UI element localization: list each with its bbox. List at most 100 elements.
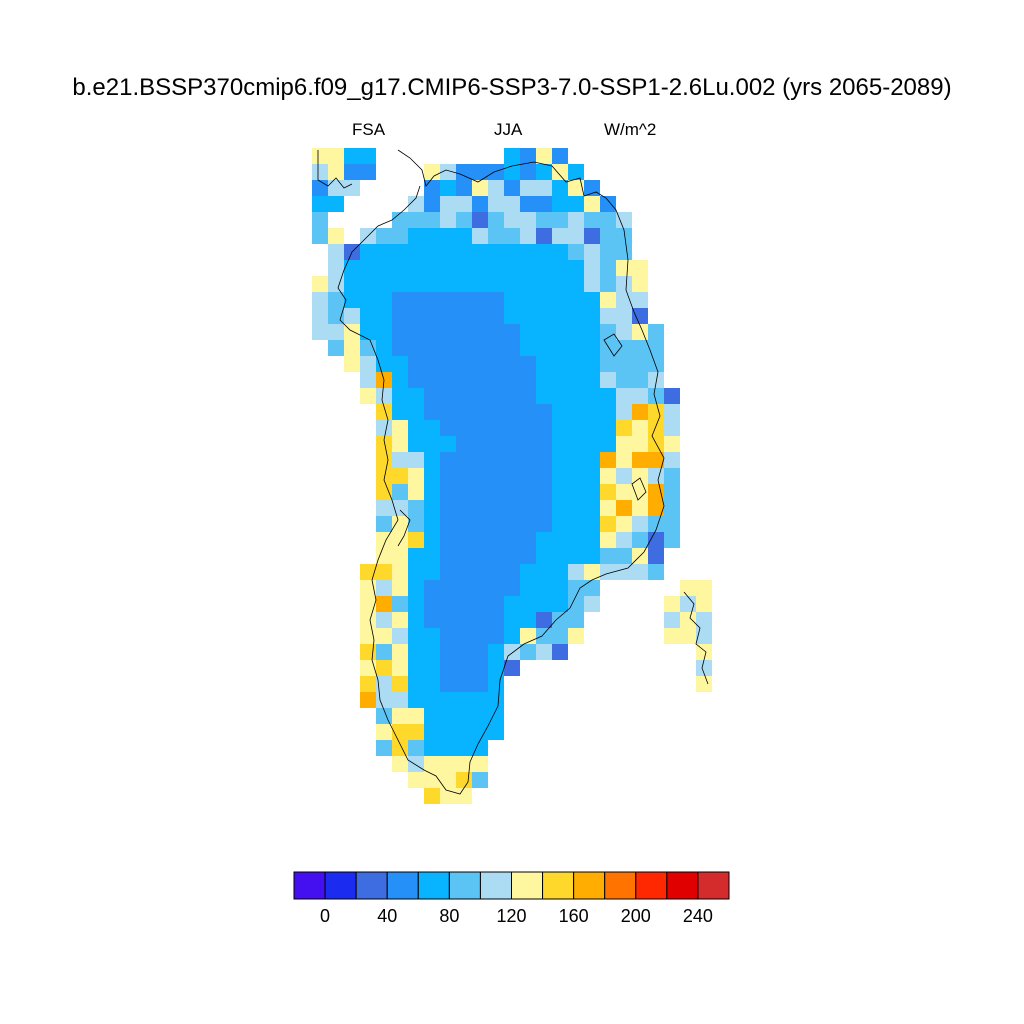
grid-cell	[472, 484, 488, 500]
grid-cell	[584, 196, 600, 212]
grid-cell	[328, 180, 344, 196]
grid-cell	[552, 308, 568, 324]
grid-cell	[312, 324, 328, 340]
grid-cell	[312, 228, 328, 244]
grid-cell	[488, 468, 504, 484]
grid-cell	[584, 596, 600, 612]
grid-cell	[536, 260, 552, 276]
grid-cell	[440, 676, 456, 692]
grid-cell	[360, 660, 376, 676]
grid-cell	[328, 244, 344, 260]
grid-cell	[632, 500, 648, 516]
grid-cell	[440, 388, 456, 404]
grid-cell	[392, 676, 408, 692]
grid-cell	[664, 420, 680, 436]
grid-cell	[472, 772, 488, 788]
grid-cell	[472, 180, 488, 196]
grid-cell	[456, 708, 472, 724]
grid-cell	[392, 404, 408, 420]
grid-cell	[344, 164, 360, 180]
grid-cell	[552, 628, 568, 644]
grid-cell	[568, 276, 584, 292]
grid-cell	[472, 260, 488, 276]
grid-cell	[488, 420, 504, 436]
grid-cell	[472, 244, 488, 260]
grid-cell	[376, 260, 392, 276]
colorbar-swatch	[448, 871, 481, 900]
grid-cell	[456, 212, 472, 228]
grid-cell	[440, 196, 456, 212]
grid-cell	[392, 516, 408, 532]
grid-cell	[312, 276, 328, 292]
grid-cell	[472, 724, 488, 740]
grid-cell	[536, 356, 552, 372]
grid-cell	[536, 564, 552, 580]
grid-cell	[552, 468, 568, 484]
grid-cell	[584, 484, 600, 500]
grid-cell	[664, 436, 680, 452]
grid-cell	[616, 516, 632, 532]
grid-cell	[536, 404, 552, 420]
grid-cell	[584, 212, 600, 228]
grid-cell	[696, 676, 712, 692]
grid-cell	[520, 388, 536, 404]
grid-cell	[392, 308, 408, 324]
grid-cell	[520, 484, 536, 500]
grid-cell	[520, 612, 536, 628]
grid-cell	[408, 628, 424, 644]
grid-cell	[568, 196, 584, 212]
grid-cell	[536, 532, 552, 548]
grid-cell	[360, 356, 376, 372]
grid-cell	[680, 628, 696, 644]
grid-cell	[680, 612, 696, 628]
grid-cell	[520, 164, 536, 180]
grid-cell	[616, 356, 632, 372]
grid-cell	[600, 468, 616, 484]
grid-cell	[312, 180, 328, 196]
grid-cell	[392, 708, 408, 724]
grid-cell	[600, 244, 616, 260]
grid-cell	[600, 276, 616, 292]
grid-cell	[456, 260, 472, 276]
grid-cell	[360, 580, 376, 596]
grid-cell	[632, 564, 648, 580]
grid-cell	[568, 452, 584, 468]
grid-cell	[600, 324, 616, 340]
grid-cell	[440, 164, 456, 180]
grid-cell	[632, 372, 648, 388]
grid-cell	[552, 372, 568, 388]
grid-cell	[472, 692, 488, 708]
grid-cell	[456, 756, 472, 772]
grid-cell	[520, 436, 536, 452]
colorbar-swatch	[542, 871, 575, 900]
grid-cell	[520, 500, 536, 516]
grid-cell	[568, 292, 584, 308]
grid-cell	[456, 180, 472, 196]
colorbar-swatch	[417, 871, 450, 900]
grid-cell	[440, 660, 456, 676]
grid-cell	[408, 644, 424, 660]
grid-cell	[472, 628, 488, 644]
grid-cell	[504, 596, 520, 612]
grid-cell	[568, 612, 584, 628]
grid-cell	[472, 516, 488, 532]
grid-cell	[504, 356, 520, 372]
colorbar-swatch	[666, 871, 699, 900]
grid-cell	[552, 436, 568, 452]
grid-cell	[488, 260, 504, 276]
grid-cell	[328, 276, 344, 292]
grid-cell	[360, 324, 376, 340]
grid-cell	[456, 500, 472, 516]
grid-cell	[504, 308, 520, 324]
season-label: JJA	[494, 120, 523, 139]
grid-cell	[696, 596, 712, 612]
grid-cell	[520, 468, 536, 484]
grid-cell	[424, 532, 440, 548]
grid-cell	[648, 404, 664, 420]
grid-cell	[440, 596, 456, 612]
grid-cell	[648, 500, 664, 516]
grid-cell	[648, 340, 664, 356]
colorbar-swatch	[293, 871, 326, 900]
grid-cell	[456, 324, 472, 340]
grid-cell	[504, 340, 520, 356]
